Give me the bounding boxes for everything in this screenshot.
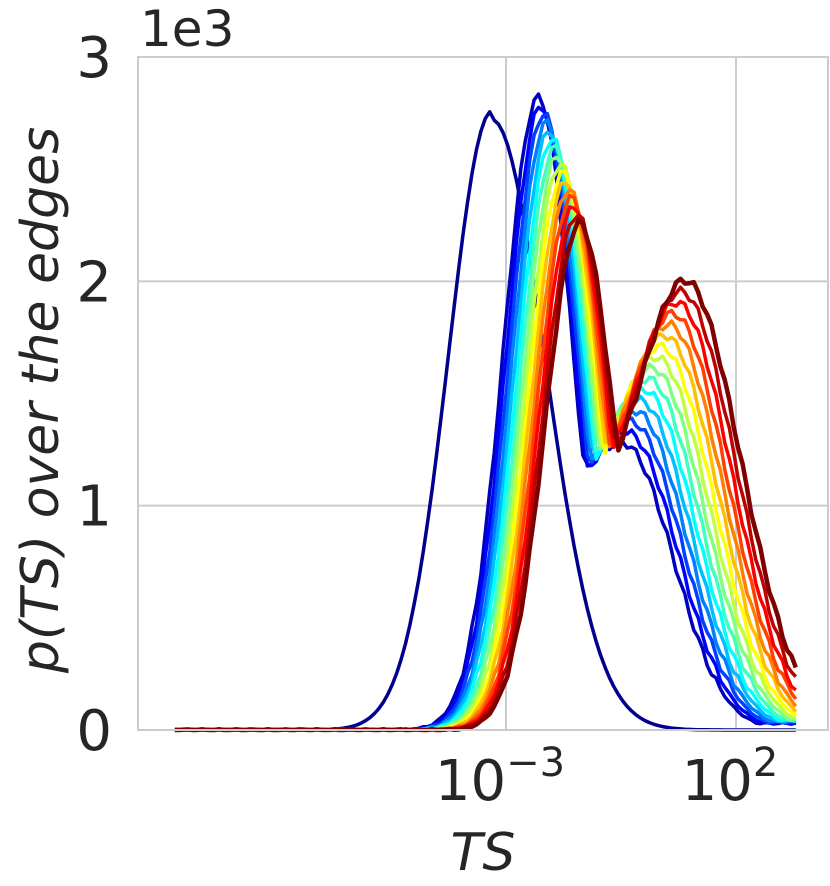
x-axis-label: TS	[451, 823, 516, 883]
y-tick-label: 0	[76, 699, 112, 764]
y-offset-label: 1e3	[140, 0, 234, 58]
tick-labels: 0 1 2 3 10−3 102	[76, 26, 778, 814]
plot-border	[137, 56, 829, 731]
x-tick-label: 102	[682, 740, 779, 814]
y-tick-label: 2	[76, 250, 112, 315]
x-tick-label: 10−3	[435, 740, 565, 814]
y-tick-label: 1	[76, 475, 112, 540]
axes-frame	[137, 56, 829, 731]
y-axis-label: p(TS) over the edges	[11, 127, 71, 674]
y-tick-label: 3	[76, 26, 112, 91]
